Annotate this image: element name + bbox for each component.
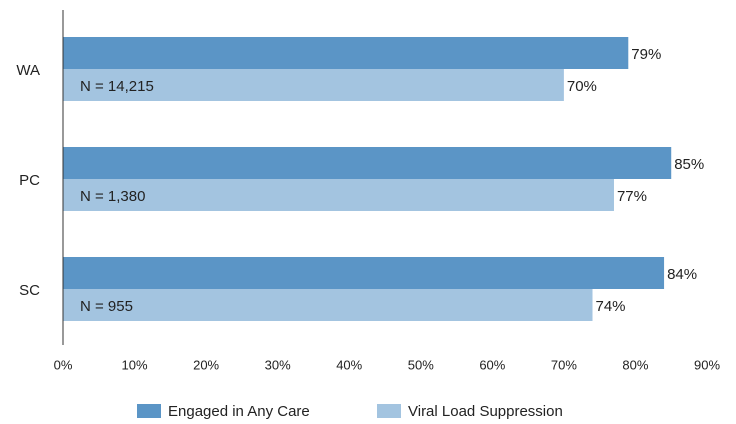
annotation: N = 1,380 [80,188,145,205]
x-tick-label: 0% [54,357,73,372]
value-label: 70% [567,78,597,95]
value-label: 85% [674,156,704,173]
legend-swatch [137,404,161,418]
x-tick-label: 90% [694,357,720,372]
bar [63,37,629,69]
bar [63,179,614,211]
value-label: 84% [667,266,697,283]
value-label: 74% [596,298,626,315]
x-tick-label: 10% [122,357,148,372]
y-tick-label: WA [16,62,40,79]
x-tick-label: 50% [408,357,434,372]
x-tick-label: 70% [551,357,577,372]
x-tick-label: 20% [193,357,219,372]
x-tick-label: 60% [479,357,505,372]
legend-label: Viral Load Suppression [408,403,563,420]
legend-label: Engaged in Any Care [168,403,310,420]
annotation: N = 955 [80,298,133,315]
annotation: N = 14,215 [80,78,154,95]
bar [63,147,672,179]
value-label: 77% [617,188,647,205]
x-tick-label: 30% [265,357,291,372]
legend-swatch [377,404,401,418]
bar [63,69,564,101]
x-tick-label: 40% [336,357,362,372]
bar [63,289,593,321]
y-tick-label: SC [19,282,40,299]
value-label: 79% [631,46,661,63]
y-tick-label: PC [19,172,40,189]
x-tick-label: 80% [622,357,648,372]
bar [63,257,665,289]
